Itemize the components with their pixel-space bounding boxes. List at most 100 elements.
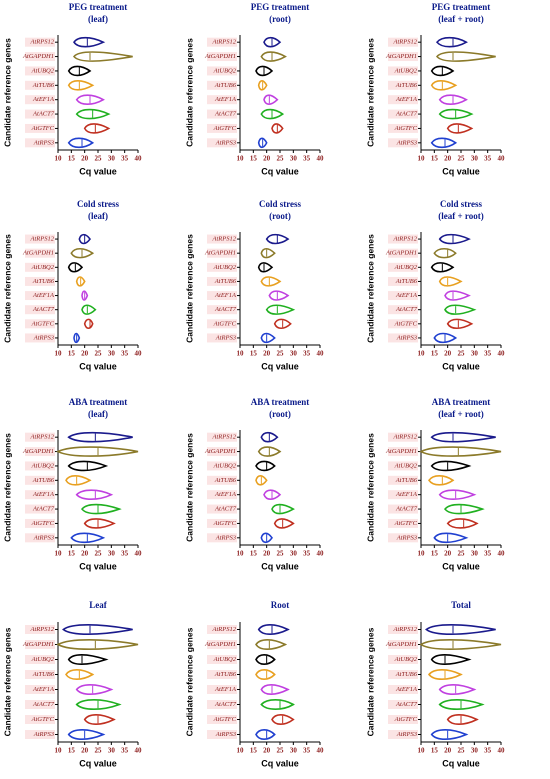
gene-label: AtUBQ2: [394, 462, 418, 469]
x-tick-label: 10: [55, 550, 63, 558]
x-tick-label: 40: [135, 747, 143, 755]
x-axis-label: Cq value: [442, 166, 480, 176]
violin: [255, 65, 274, 77]
gene-label-bg: [207, 730, 237, 739]
gene-label-bg: [388, 504, 418, 514]
violin: [80, 503, 122, 515]
gene-label-bg: [207, 432, 237, 442]
violin: [444, 304, 477, 315]
violin: [430, 79, 458, 91]
panel-subtitle: (leaf + root): [438, 409, 483, 419]
gene-label: AtGAPDH1: [385, 53, 417, 60]
violin: [263, 489, 282, 501]
x-tick-label: 15: [250, 155, 258, 163]
violin: [260, 332, 276, 344]
gene-label-bg: [25, 95, 55, 105]
gene-label-bg: [25, 319, 55, 329]
gene-label: AtRPS12: [393, 626, 418, 633]
x-tick-label: 30: [290, 350, 298, 358]
gene-label: AtUBQ2: [31, 656, 55, 663]
panel-subtitle: (leaf + root): [438, 14, 483, 24]
gene-label: AtRPS12: [212, 434, 237, 441]
gene-label: AtGTFC: [31, 716, 55, 723]
gene-label-bg: [207, 80, 237, 90]
gene-label-bg: [25, 52, 55, 62]
gene-label: AtUBQ2: [213, 67, 237, 74]
x-tick-label: 40: [317, 747, 325, 755]
gene-label-bg: [388, 123, 418, 133]
gene-label: AtGTFC: [213, 716, 237, 723]
gene-label: AtEF1A: [214, 292, 236, 299]
gene-label: AtEF1A: [214, 491, 236, 498]
gene-label: AtEF1A: [395, 491, 417, 498]
gene-label-bg: [388, 262, 418, 272]
y-axis-label: Candidate reference genes: [365, 627, 375, 736]
x-tick-label: 15: [68, 747, 76, 755]
gene-label-bg: [207, 305, 237, 315]
panel-title: Root: [271, 600, 290, 610]
gene-label: AtRPS12: [393, 236, 418, 243]
violin: [83, 318, 94, 330]
gene-label: AtTUB6: [214, 82, 237, 89]
x-tick-label: 40: [135, 550, 143, 558]
violin: [268, 290, 290, 301]
gene-label: AtGAPDH1: [204, 250, 236, 257]
gene-label-bg: [388, 248, 418, 258]
violin: [257, 623, 290, 636]
gene-label: AtGAPDH1: [22, 448, 54, 455]
x-tick-label: 30: [471, 350, 479, 358]
x-tick-label: 20: [81, 747, 89, 755]
gene-label-bg: [25, 432, 55, 442]
violin: [446, 518, 479, 529]
gene-label-bg: [207, 447, 237, 457]
x-tick-label: 15: [68, 155, 76, 163]
gene-label: AtRPS12: [393, 434, 418, 441]
violin: [70, 247, 95, 259]
violin: [260, 247, 276, 259]
violin: [260, 532, 273, 544]
gene-label-bg: [388, 533, 418, 543]
violin: [430, 262, 455, 273]
gene-label-bg: [25, 123, 55, 133]
x-tick-label: 25: [277, 350, 285, 358]
violin: [260, 431, 279, 443]
x-tick-label: 40: [317, 155, 325, 163]
gene-label: AtTUB6: [214, 671, 237, 678]
gene-label-bg: [25, 625, 55, 634]
x-tick-label: 35: [303, 550, 311, 558]
gene-label-bg: [207, 123, 237, 133]
gene-label: AtRPS12: [30, 626, 55, 633]
violin: [83, 713, 116, 726]
gene-label-bg: [25, 291, 55, 301]
gene-label: AtGTFC: [213, 125, 237, 132]
x-tick-label: 30: [290, 550, 298, 558]
y-axis-label: Candidate reference genes: [365, 38, 375, 147]
violin: [67, 65, 92, 77]
gene-label-bg: [207, 655, 237, 664]
gene-label-bg: [25, 640, 55, 649]
gene-label-bg: [388, 52, 418, 62]
violin: [265, 233, 290, 245]
gene-label-bg: [25, 655, 55, 664]
x-tick-label: 20: [263, 155, 271, 163]
violin: [257, 80, 268, 91]
gene-label: AtTUB6: [214, 477, 237, 484]
x-tick-label: 10: [237, 155, 245, 163]
gene-label: AtTUB6: [395, 671, 418, 678]
gene-label-bg: [207, 234, 237, 244]
violin: [273, 318, 292, 330]
violin: [257, 137, 268, 149]
violin: [75, 489, 114, 501]
gene-label: AtEF1A: [32, 96, 54, 103]
gene-label: AtACT7: [32, 306, 55, 313]
x-tick-label: 20: [263, 747, 271, 755]
violin: [81, 290, 89, 301]
x-axis-label: Cq value: [261, 561, 299, 571]
gene-label: AtEF1A: [32, 292, 54, 299]
gene-label-bg: [207, 319, 237, 329]
violin: [419, 638, 502, 651]
x-tick-label: 10: [418, 747, 426, 755]
violin: [425, 624, 496, 635]
gene-label: AtRPS3: [33, 534, 55, 541]
y-axis-label: Candidate reference genes: [184, 433, 194, 542]
